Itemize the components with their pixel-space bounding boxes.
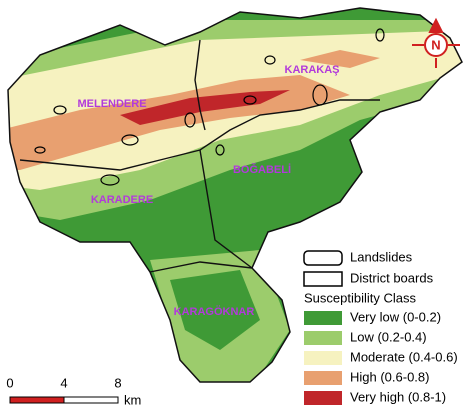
landslide — [312, 84, 328, 106]
scale-segment — [63, 396, 119, 404]
district-label: KARADERE — [91, 194, 153, 206]
legend: Landslides District boards Susceptibilit… — [303, 249, 458, 405]
legend-label: Very low (0-0.2) — [350, 309, 441, 324]
legend-label: High (0.6-0.8) — [350, 369, 429, 384]
legend-swatch — [304, 371, 342, 385]
landslide — [53, 105, 67, 115]
north-circle — [424, 33, 448, 57]
scale-tick-label: 8 — [114, 375, 121, 390]
landslide — [184, 112, 196, 128]
legend-swatch — [304, 351, 342, 365]
scale-bar: km 0 4 8 — [6, 375, 141, 407]
north-label: N — [431, 37, 440, 52]
legend-swatch — [304, 331, 342, 345]
north-pointer — [412, 17, 460, 68]
legend-landslide-swatch — [303, 250, 343, 266]
district-label: BOĞABELİ — [233, 163, 291, 176]
legend-label: Low (0.2-0.4) — [350, 329, 427, 344]
scale-unit: km — [124, 392, 141, 407]
legend-label: Moderate (0.4-0.6) — [350, 349, 458, 364]
outline — [7, 7, 463, 383]
district-boundary — [199, 149, 253, 269]
legend-swatch — [304, 391, 342, 405]
landslide — [121, 134, 139, 146]
landslide — [34, 146, 46, 154]
class-area — [170, 270, 260, 350]
scale-tick-label: 4 — [60, 375, 67, 390]
scale-segment — [9, 396, 65, 404]
district-boundary — [149, 261, 253, 273]
class-area — [300, 50, 380, 68]
legend-boundary-swatch — [303, 271, 343, 287]
landslide — [215, 144, 225, 156]
legend-label: District boards — [350, 270, 434, 285]
district-label: MELENDERE — [77, 98, 146, 110]
north-arrow: N — [412, 17, 460, 68]
legend-label: Landslides — [350, 249, 413, 264]
legend-title: Susceptibility Class — [304, 290, 416, 305]
legend-swatch — [304, 311, 342, 325]
landslide — [375, 28, 385, 42]
landslide — [264, 55, 276, 65]
landslide — [100, 174, 120, 186]
legend-label: Very high (0.8-1) — [350, 389, 446, 404]
district-boundary — [194, 39, 206, 131]
district-label: KARAKAŞ — [285, 64, 340, 76]
class-area — [120, 90, 290, 125]
landslides — [34, 28, 385, 186]
landslide — [243, 95, 257, 105]
scale-tick-label: 0 — [6, 375, 13, 390]
district-label: KARAGÖKNAR — [174, 305, 255, 318]
